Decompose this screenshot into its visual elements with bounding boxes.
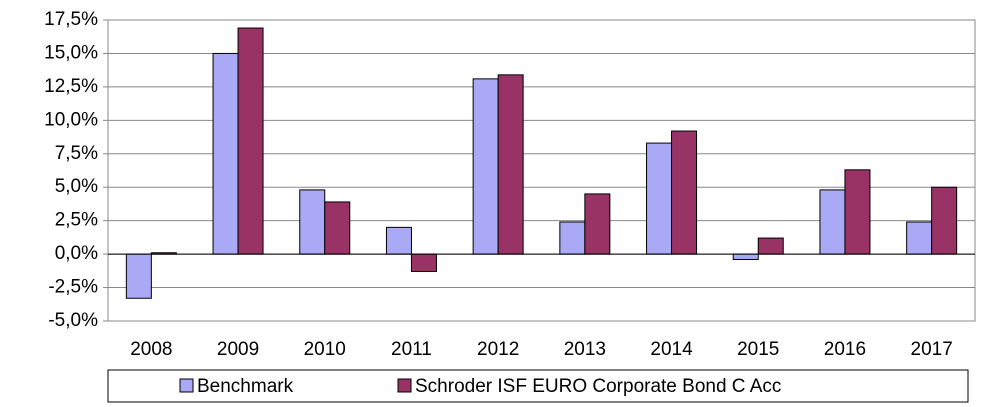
y-tick-label: 0,0% (55, 243, 98, 264)
bar (212, 52, 239, 255)
legend-swatch (397, 378, 412, 393)
y-tick-label: 5,0% (55, 176, 98, 197)
y-tick-label: 7,5% (55, 143, 98, 164)
y-tick-label: 10,0% (44, 109, 98, 130)
bar (125, 253, 152, 299)
y-tick-label: 2,5% (55, 210, 98, 231)
y-tick-label: -5,0% (48, 310, 98, 331)
bar (472, 78, 499, 255)
x-tick-label: 2008 (130, 339, 172, 360)
legend-box (107, 369, 969, 403)
x-tick-label: 2013 (564, 339, 606, 360)
y-tick-label: 17,5% (44, 9, 98, 30)
y-tick-label: -2,5% (48, 277, 98, 298)
bar (237, 27, 264, 255)
y-tick-label: 15,0% (44, 42, 98, 63)
bar (410, 253, 437, 273)
x-tick-label: 2009 (217, 339, 259, 360)
x-tick-label: 2014 (650, 339, 693, 360)
x-tick-label: 2011 (391, 339, 432, 360)
x-tick-label: 2017 (911, 339, 953, 360)
bar (671, 130, 698, 255)
bar (299, 189, 326, 255)
legend-swatch (179, 378, 194, 393)
x-tick-label: 2016 (824, 339, 866, 360)
bar (819, 189, 846, 255)
bar (732, 253, 759, 260)
bar (844, 169, 871, 255)
bar (559, 221, 586, 255)
x-tick-label: 2012 (477, 339, 519, 360)
legend-label: Benchmark (197, 376, 294, 397)
bar (584, 193, 611, 255)
bar (931, 186, 958, 255)
x-tick-label: 2015 (737, 339, 779, 360)
bar (646, 142, 673, 255)
x-tick-label: 2010 (304, 339, 346, 360)
bar (497, 74, 524, 255)
y-tick-label: 12,5% (44, 76, 98, 97)
bar (385, 226, 412, 255)
bar (906, 221, 933, 255)
bar (757, 237, 784, 255)
legend-label: Schroder ISF EURO Corporate Bond C Acc (415, 376, 781, 397)
bar (324, 201, 351, 255)
